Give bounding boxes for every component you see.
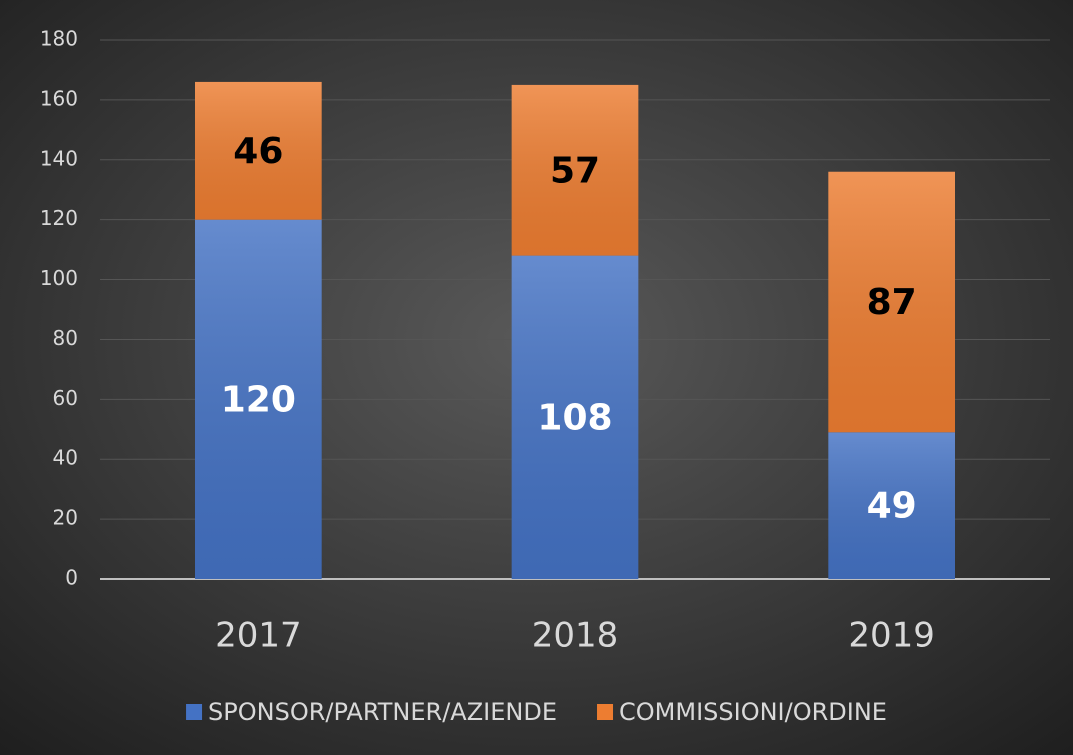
y-tick-label: 120 — [40, 206, 78, 230]
data-label: 108 — [537, 397, 612, 438]
y-tick-label: 60 — [53, 386, 78, 410]
legend-swatch — [186, 704, 203, 720]
x-tick-label: 2017 — [215, 616, 302, 656]
y-tick-label: 140 — [40, 146, 78, 170]
y-tick-label: 40 — [53, 446, 78, 470]
legend-label: SPONSOR/PARTNER/AZIENDE — [208, 698, 557, 726]
data-label: 57 — [550, 150, 600, 191]
legend-swatch — [597, 704, 614, 720]
y-tick-label: 0 — [65, 566, 78, 590]
y-tick-label: 180 — [40, 27, 78, 51]
legend-label: COMMISSIONI/ORDINE — [619, 698, 887, 726]
y-tick-label: 20 — [53, 506, 78, 530]
y-tick-label: 160 — [40, 86, 78, 110]
y-tick-label: 80 — [53, 326, 78, 350]
x-tick-label: 2018 — [532, 616, 619, 656]
data-label: 49 — [867, 486, 917, 527]
y-tick-label: 100 — [40, 266, 78, 290]
data-label: 87 — [867, 282, 917, 323]
data-label: 120 — [221, 379, 296, 420]
x-tick-label: 2019 — [848, 616, 935, 656]
data-label: 46 — [233, 131, 283, 172]
